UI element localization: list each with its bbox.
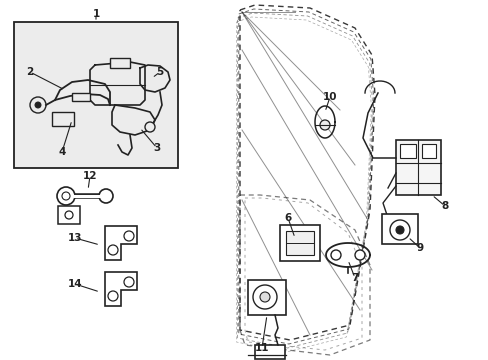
Circle shape xyxy=(108,245,118,255)
Bar xyxy=(52,112,74,126)
Circle shape xyxy=(124,231,134,241)
Circle shape xyxy=(57,187,75,205)
Text: 10: 10 xyxy=(322,92,337,102)
Circle shape xyxy=(124,277,134,287)
Text: 13: 13 xyxy=(68,233,82,243)
Bar xyxy=(58,206,80,224)
Circle shape xyxy=(330,250,340,260)
Circle shape xyxy=(35,102,41,108)
Text: 9: 9 xyxy=(416,243,423,253)
Text: 8: 8 xyxy=(441,201,447,211)
Bar xyxy=(421,144,435,158)
Text: 11: 11 xyxy=(254,343,269,353)
Circle shape xyxy=(260,292,269,302)
Circle shape xyxy=(395,226,403,234)
Circle shape xyxy=(108,291,118,301)
Bar xyxy=(110,58,130,68)
Bar xyxy=(280,225,319,261)
Bar xyxy=(254,345,285,359)
Circle shape xyxy=(99,189,113,203)
Circle shape xyxy=(354,250,364,260)
Bar xyxy=(285,231,313,255)
Polygon shape xyxy=(105,226,137,260)
Circle shape xyxy=(389,220,409,240)
Bar xyxy=(14,22,178,168)
Circle shape xyxy=(252,285,276,309)
Bar xyxy=(399,144,415,158)
Text: 3: 3 xyxy=(153,143,160,153)
Bar xyxy=(395,140,440,195)
Text: 7: 7 xyxy=(350,273,358,283)
Text: 2: 2 xyxy=(26,67,34,77)
Circle shape xyxy=(62,192,70,200)
Text: 14: 14 xyxy=(67,279,82,289)
Bar xyxy=(381,214,417,244)
Text: 5: 5 xyxy=(156,67,163,77)
Circle shape xyxy=(319,120,329,130)
Polygon shape xyxy=(105,272,137,306)
Text: 6: 6 xyxy=(284,213,291,223)
Bar xyxy=(72,93,90,101)
Text: 12: 12 xyxy=(82,171,97,181)
Bar xyxy=(247,280,285,315)
Circle shape xyxy=(65,211,73,219)
Circle shape xyxy=(30,97,46,113)
Text: 4: 4 xyxy=(58,147,65,157)
Text: 1: 1 xyxy=(92,9,100,19)
Circle shape xyxy=(145,122,155,132)
